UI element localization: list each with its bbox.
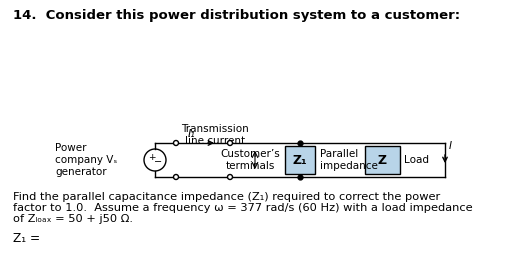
- Text: Z₁ =: Z₁ =: [13, 232, 40, 245]
- Circle shape: [227, 175, 233, 179]
- Text: factor to 1.0.  Assume a frequency ω = 377 rad/s (60 Hz) with a load impedance: factor to 1.0. Assume a frequency ω = 37…: [13, 203, 472, 213]
- Bar: [365, 146, 400, 174]
- Text: I: I: [449, 141, 452, 151]
- Circle shape: [174, 175, 179, 179]
- Text: Transmission
line current: Transmission line current: [181, 124, 249, 146]
- Text: +: +: [148, 152, 156, 161]
- Text: Z₁: Z₁: [293, 153, 307, 167]
- Text: Z: Z: [378, 153, 387, 167]
- Circle shape: [227, 141, 233, 145]
- Bar: [285, 146, 315, 174]
- Text: −: −: [154, 157, 162, 167]
- Text: Parallel
impedance: Parallel impedance: [320, 149, 378, 171]
- Text: of Zₗₒₐₓ = 50 + j50 Ω.: of Zₗₒₐₓ = 50 + j50 Ω.: [13, 214, 133, 224]
- Text: Power
company Vₛ
generator: Power company Vₛ generator: [55, 143, 117, 177]
- Text: Load: Load: [404, 155, 429, 165]
- Text: I₁: I₁: [187, 129, 195, 139]
- Circle shape: [174, 141, 179, 145]
- Text: Find the parallel capacitance impedance (Z₁) required to correct the power: Find the parallel capacitance impedance …: [13, 192, 440, 202]
- Text: Customer’s
terminals: Customer’s terminals: [220, 149, 280, 171]
- Text: 14.  Consider this power distribution system to a customer:: 14. Consider this power distribution sys…: [13, 9, 460, 22]
